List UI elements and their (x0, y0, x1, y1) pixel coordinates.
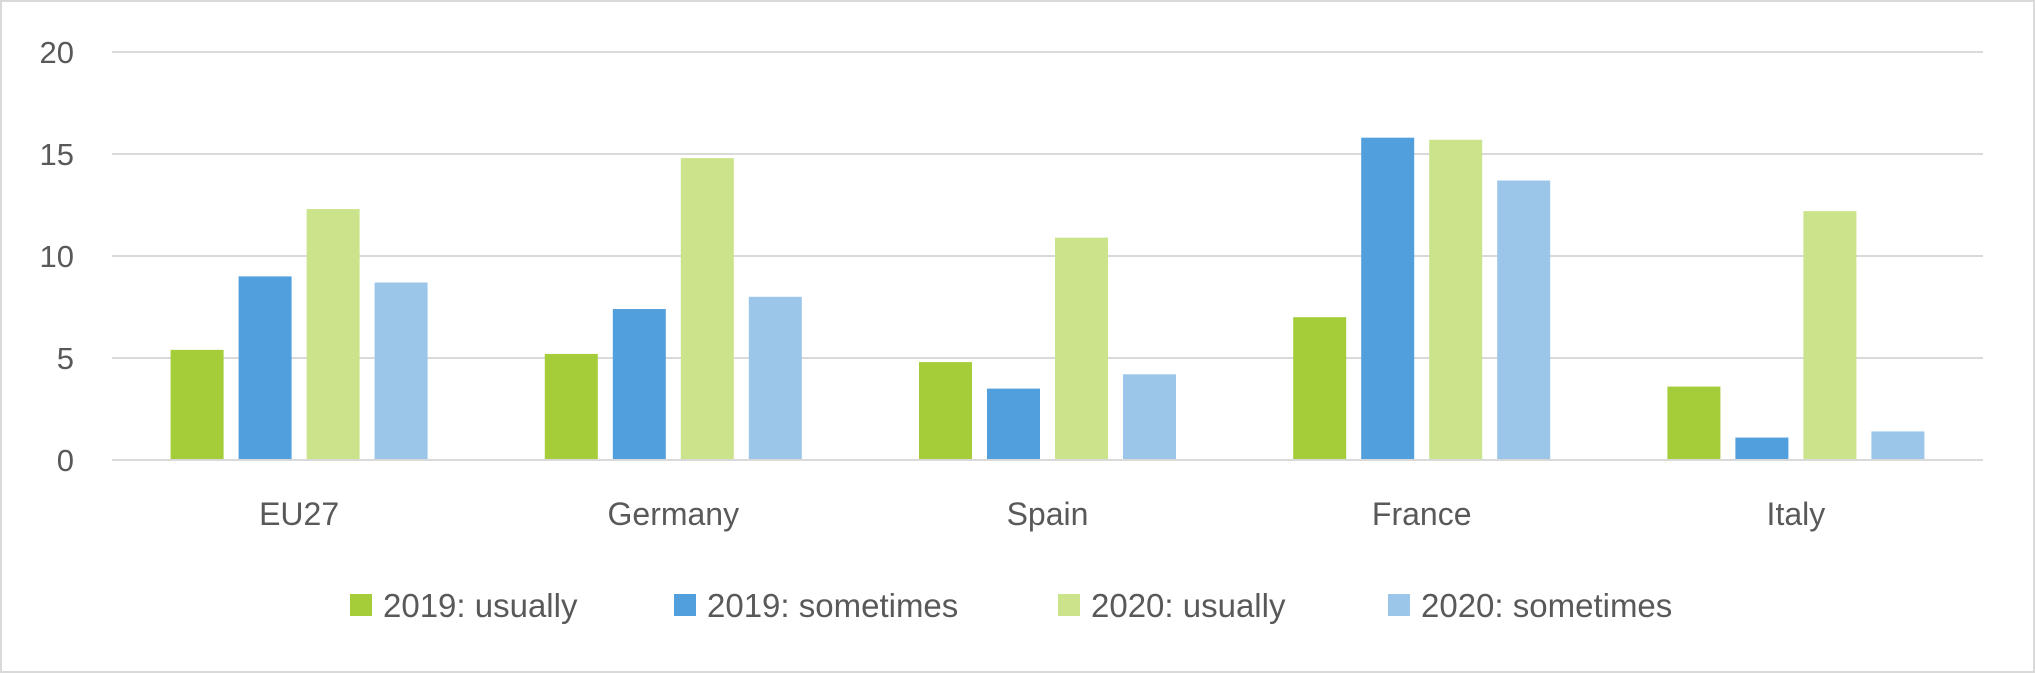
bar-germany-series-4 (748, 296, 802, 460)
category-label: Germany (608, 496, 740, 532)
bar-germany-series-2 (612, 309, 666, 460)
legend: 2019: usually 2019: sometimes 2020: usuall… (350, 587, 1672, 624)
bar-italy-series-2 (1735, 437, 1789, 460)
y-tick-label: 15 (40, 137, 74, 172)
bar-eu27-series-1 (170, 349, 224, 460)
legend-swatch (1388, 594, 1410, 616)
bar-italy-series-1 (1667, 386, 1721, 460)
y-tick-label: 0 (57, 443, 74, 478)
bar-germany-series-1 (544, 353, 598, 460)
legend-swatch (674, 594, 696, 616)
bar-france-series-1 (1293, 317, 1347, 460)
bar-france-series-4 (1497, 180, 1551, 460)
y-tick-label: 5 (57, 341, 74, 376)
y-tick-label: 10 (40, 239, 74, 274)
y-tick-label: 20 (40, 35, 74, 70)
category-labels: EU27 Germany Spain France Italy (259, 496, 1825, 532)
legend-label: 2019: usually (383, 587, 578, 624)
legend-swatch (350, 594, 372, 616)
legend-label: 2020: sometimes (1421, 587, 1672, 624)
legend-swatch (1058, 594, 1080, 616)
bar-spain-series-2 (987, 388, 1040, 460)
bar-eu27-series-4 (374, 282, 428, 460)
bars (170, 137, 1925, 460)
bar-italy-series-3 (1803, 211, 1857, 460)
bar-eu27-series-3 (306, 209, 360, 460)
bar-france-series-3 (1429, 139, 1483, 460)
bar-italy-series-4 (1871, 431, 1925, 460)
category-label: Spain (1007, 496, 1089, 532)
category-label: EU27 (259, 496, 339, 532)
legend-label: 2020: usually (1091, 587, 1286, 624)
y-axis-ticks: 0 5 10 15 20 (40, 35, 74, 478)
category-label: France (1372, 496, 1472, 532)
legend-label: 2019: sometimes (707, 587, 958, 624)
bar-germany-series-3 (680, 158, 734, 460)
bar-spain-series-4 (1123, 374, 1176, 460)
bar-spain-series-3 (1055, 237, 1108, 460)
bar-spain-series-1 (919, 362, 972, 460)
bar-eu27-series-2 (238, 276, 292, 460)
bar-france-series-2 (1361, 137, 1415, 460)
category-label: Italy (1767, 496, 1826, 532)
